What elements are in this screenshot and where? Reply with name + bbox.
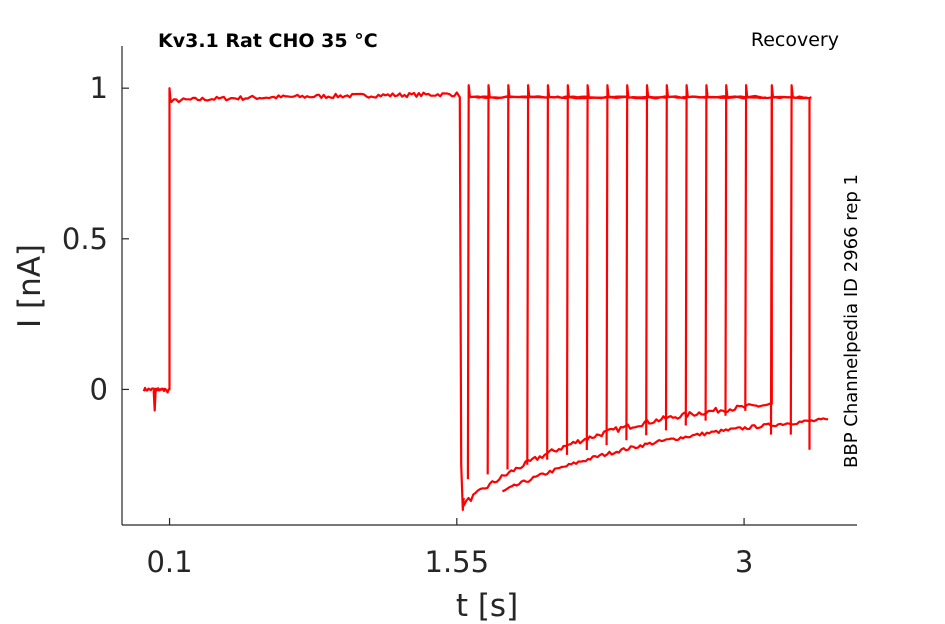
y-axis-label: I [nA] xyxy=(12,244,48,328)
recovery-level-trace xyxy=(470,95,808,100)
recovery-pulse-4 xyxy=(546,84,569,460)
protocol-label: Recovery xyxy=(751,29,839,51)
x-axis-label: t [s] xyxy=(456,588,518,624)
recovery-pulse-0 xyxy=(466,84,489,480)
recovery-pulse-3 xyxy=(526,84,549,465)
recovery-pulse-7 xyxy=(605,84,628,446)
y-tick-label-0: 0 xyxy=(90,372,108,406)
recovery-pulse-14 xyxy=(744,84,767,411)
recovery-pulse-11 xyxy=(684,84,707,426)
recovery-pulse-1 xyxy=(486,84,509,475)
prepulse-trace xyxy=(142,87,465,511)
chart-title: Kv3.1 Rat CHO 35 °C xyxy=(158,30,378,52)
recovery-pulse-12 xyxy=(704,84,727,421)
recovery-pulse-13 xyxy=(724,84,747,416)
x-tick-label-1: 1.55 xyxy=(425,545,490,579)
tail-current-trace-late xyxy=(501,417,829,493)
y-tick-label-2: 1 xyxy=(90,71,108,105)
recovery-pulse-15 xyxy=(769,84,792,435)
recovery-pulse-2 xyxy=(506,84,529,470)
side-label: BBP Channelpedia ID 2966 rep 1 xyxy=(841,174,862,468)
x-tick-label-0: 0.1 xyxy=(146,545,192,579)
recovery-pulse-8 xyxy=(625,84,648,441)
recovery-pulse-5 xyxy=(565,84,589,455)
x-tick-label-2: 3 xyxy=(735,545,753,579)
y-tick-label-1: 0.5 xyxy=(62,222,108,256)
recovery-pulse-6 xyxy=(585,84,608,451)
tail-current-trace xyxy=(462,402,771,507)
ticks: 0.1 1.55 3 0 0.5 1 xyxy=(62,71,753,579)
recovery-pulse-10 xyxy=(664,84,688,431)
recovery-pulse-16 xyxy=(789,84,812,435)
traces xyxy=(142,84,829,511)
recovery-pulse-9 xyxy=(645,84,668,436)
